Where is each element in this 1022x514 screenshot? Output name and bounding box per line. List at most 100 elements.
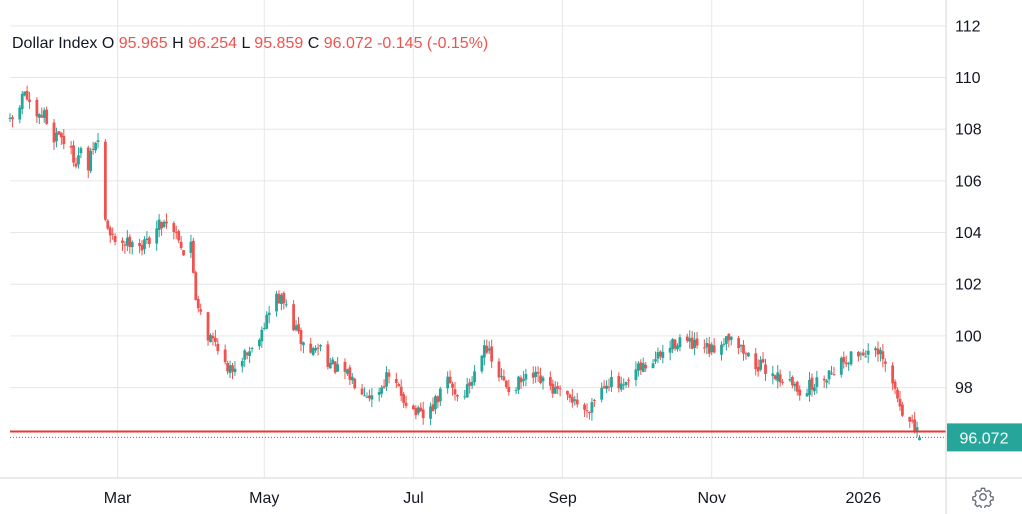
candle-body bbox=[832, 374, 836, 376]
candle-body bbox=[448, 376, 452, 384]
candle-body bbox=[363, 395, 366, 397]
y-tick-label: 108 bbox=[955, 122, 982, 139]
candle-body bbox=[534, 371, 538, 378]
candle-body bbox=[861, 352, 865, 356]
candle-body bbox=[773, 375, 777, 380]
candle-body bbox=[121, 240, 124, 243]
candle-body bbox=[531, 372, 535, 378]
candle-body bbox=[592, 399, 596, 401]
candle-body bbox=[343, 361, 347, 372]
legend-close-value: 96.072 bbox=[323, 35, 373, 52]
candle-body bbox=[299, 329, 303, 345]
candle-body bbox=[245, 352, 249, 356]
candle-body bbox=[160, 221, 163, 229]
candle-body bbox=[421, 409, 425, 419]
candle-body bbox=[453, 389, 457, 395]
candle-body bbox=[57, 131, 61, 135]
candle-body bbox=[556, 386, 560, 389]
candle-body bbox=[106, 220, 110, 229]
candle-body bbox=[641, 363, 645, 372]
candle-body bbox=[211, 335, 215, 339]
candle-body bbox=[206, 312, 210, 341]
candle-body bbox=[385, 372, 388, 387]
candle-body bbox=[216, 343, 220, 351]
legend-symbol-name: Dollar Index bbox=[12, 35, 98, 52]
candle-body bbox=[759, 359, 763, 370]
candle-body bbox=[842, 357, 846, 363]
candle-body bbox=[45, 109, 49, 124]
candle-body bbox=[575, 399, 579, 405]
candle-body bbox=[788, 379, 792, 381]
candle-body bbox=[739, 344, 743, 347]
candle-body bbox=[213, 337, 217, 343]
candle-body bbox=[473, 371, 476, 383]
x-tick-label: Mar bbox=[104, 490, 132, 507]
gear-icon[interactable] bbox=[972, 486, 994, 510]
candle-body bbox=[898, 398, 902, 407]
candle-body bbox=[798, 389, 802, 396]
candle-body bbox=[147, 237, 151, 245]
candle-body bbox=[727, 333, 731, 341]
candle-body bbox=[243, 350, 247, 360]
candle-body bbox=[336, 364, 340, 372]
candle-body bbox=[497, 361, 501, 378]
candle-body bbox=[52, 122, 56, 143]
y-tick-label: 100 bbox=[955, 328, 982, 345]
candle-body bbox=[805, 393, 809, 397]
candle-body bbox=[28, 99, 31, 102]
candle-body bbox=[326, 344, 330, 367]
candle-body bbox=[77, 155, 80, 165]
candle-body bbox=[908, 416, 912, 422]
candle-body bbox=[514, 390, 518, 392]
candle-body bbox=[331, 359, 335, 365]
candle-body bbox=[864, 356, 868, 358]
candle-body bbox=[671, 339, 674, 350]
candle-body bbox=[910, 420, 914, 422]
candles bbox=[8, 85, 921, 441]
candle-body bbox=[839, 357, 843, 375]
candle-body bbox=[399, 386, 403, 396]
candle-body bbox=[309, 343, 313, 353]
candle-body bbox=[429, 406, 432, 419]
candle-body bbox=[387, 372, 391, 377]
x-tick-label: Sep bbox=[548, 490, 577, 507]
candle-body bbox=[8, 117, 12, 119]
candle-body bbox=[487, 348, 491, 351]
candle-body bbox=[55, 132, 58, 142]
candle-body bbox=[23, 91, 27, 96]
candle-body bbox=[196, 298, 200, 309]
x-tick-label: 2026 bbox=[846, 490, 882, 507]
candle-body bbox=[248, 351, 252, 356]
candle-body bbox=[397, 384, 401, 387]
y-tick-label: 112 bbox=[955, 18, 981, 35]
chart-legend: Dollar Index O 95.965 H 96.254 L 95.859 … bbox=[12, 34, 488, 54]
candle-body bbox=[194, 272, 198, 301]
candle-body bbox=[316, 347, 320, 349]
candle-body bbox=[737, 338, 741, 349]
candle-body bbox=[94, 142, 97, 151]
candle-body bbox=[37, 114, 41, 118]
candle-body bbox=[228, 365, 232, 374]
candle-body bbox=[348, 367, 352, 380]
candle-body bbox=[262, 328, 266, 330]
candle-body bbox=[79, 148, 83, 154]
candle-body bbox=[108, 227, 112, 236]
candle-body bbox=[627, 379, 630, 381]
candle-body bbox=[893, 381, 897, 389]
candle-body bbox=[91, 148, 95, 150]
candle-body bbox=[619, 383, 623, 390]
candle-body bbox=[610, 377, 613, 387]
candle-body bbox=[297, 324, 300, 332]
candle-body bbox=[165, 221, 168, 224]
candle-body bbox=[89, 150, 93, 172]
candle-body bbox=[602, 386, 606, 389]
x-tick-label: Nov bbox=[697, 490, 725, 507]
candle-body bbox=[590, 402, 594, 413]
candle-body bbox=[668, 347, 672, 353]
candle-body bbox=[451, 383, 454, 388]
candle-body bbox=[566, 390, 569, 395]
candle-body bbox=[470, 381, 474, 386]
legend-high-value: 96.254 bbox=[188, 35, 238, 52]
legend-high-label: H bbox=[172, 35, 184, 52]
candle-body bbox=[294, 325, 298, 330]
